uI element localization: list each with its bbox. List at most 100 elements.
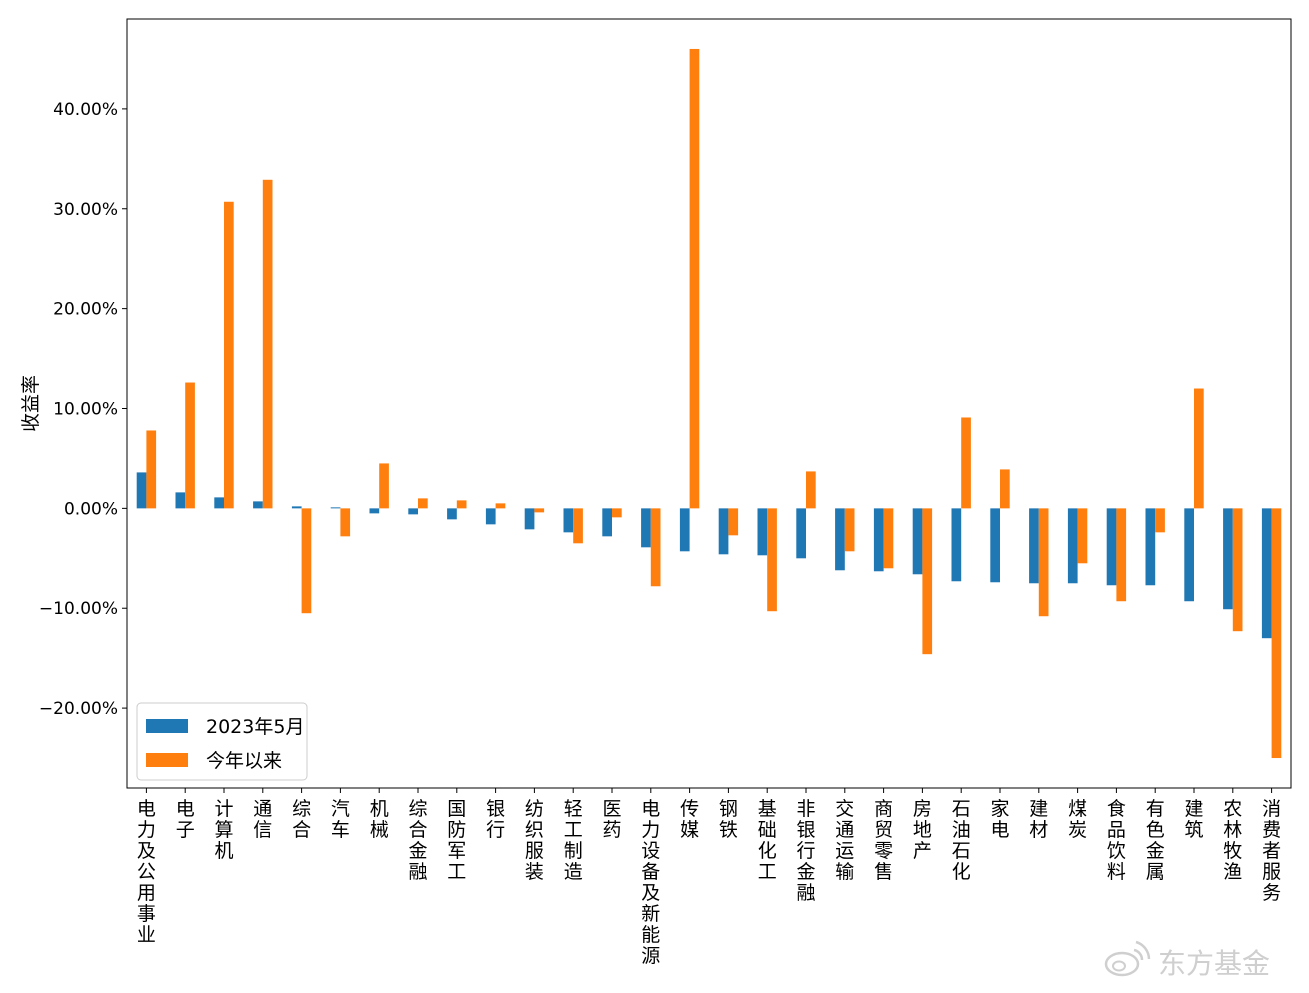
legend-label-ytd: 今年以来 <box>206 750 282 772</box>
bar-series-1-22 <box>990 508 1000 583</box>
bar-series-1-11 <box>563 508 574 533</box>
bar-series-2-21 <box>961 417 971 509</box>
bar-series-1-2 <box>214 497 224 509</box>
bar-series-2-11 <box>573 508 583 544</box>
bar-series-1-24 <box>1067 508 1078 584</box>
bar-series-2-22 <box>1000 469 1010 509</box>
x-tick-label: 纺织服装 <box>525 798 544 883</box>
x-tick-label: 交通运输 <box>835 798 854 883</box>
x-tick-label: 综合金融 <box>408 798 427 883</box>
bar-series-1-1 <box>175 492 186 509</box>
bar-series-1-21 <box>951 508 962 582</box>
bar-series-1-14 <box>679 508 690 552</box>
bar-series-1-13 <box>641 508 651 548</box>
x-tick-label: 食品饮料 <box>1107 798 1126 883</box>
x-tick-label: 建材 <box>1029 798 1048 841</box>
bar-series-2-28 <box>1232 508 1243 632</box>
x-tick-label: 传媒 <box>680 798 699 841</box>
bar-series-1-23 <box>1029 508 1039 584</box>
bar-series-2-20 <box>922 508 933 655</box>
legend-label-2023-may: 2023年5月 <box>206 716 304 738</box>
x-tick-label: 煤炭 <box>1068 798 1087 841</box>
bar-series-2-7 <box>418 498 428 509</box>
bar-series-1-4 <box>291 506 302 509</box>
x-tick-label: 房地产 <box>913 798 932 862</box>
bar-series-2-6 <box>379 463 389 509</box>
x-tick-label: 通信 <box>253 798 272 841</box>
bar-series-2-13 <box>650 508 661 587</box>
x-tick-label: 银行 <box>486 798 505 841</box>
x-tick-label: 建筑 <box>1184 798 1203 841</box>
plot-area-frame <box>126 18 1292 789</box>
bar-series-1-27 <box>1184 508 1194 602</box>
x-tick-label: 汽车 <box>331 798 350 841</box>
bar-series-1-12 <box>602 508 612 537</box>
bar-series-1-3 <box>253 501 263 509</box>
bar-series-1-6 <box>369 508 380 514</box>
x-tick-label: 国防军工 <box>447 798 466 883</box>
watermark: 东方基金 <box>1104 940 1270 980</box>
y-axis: −20.00% −10.00% 0.00% 10.00% 20.00% 30.00% 40.… <box>39 100 127 719</box>
x-tick-label: 有色金属 <box>1146 798 1165 883</box>
x-tick-label: 农林牧渔 <box>1223 798 1242 883</box>
watermark-text: 东方基金 <box>1158 947 1270 980</box>
bar-series-2-1 <box>185 382 195 509</box>
x-tick-label: 计算机 <box>214 798 233 862</box>
bar-series-2-19 <box>883 508 894 569</box>
x-tick-label: 钢铁 <box>719 798 738 841</box>
bars-layer <box>136 48 1282 759</box>
bar-series-2-14 <box>689 48 700 509</box>
bar-series-1-17 <box>796 508 806 559</box>
x-tick-label: 商贸零售 <box>874 798 893 883</box>
x-tick-label: 电子 <box>176 798 195 841</box>
x-tick-label: 电力设备及新能源 <box>641 798 660 967</box>
bar-series-2-3 <box>262 179 273 509</box>
bar-series-2-25 <box>1116 508 1127 602</box>
bar-series-2-5 <box>340 508 351 537</box>
bar-series-1-8 <box>447 508 457 520</box>
bar-series-1-9 <box>485 508 496 525</box>
x-tick-label: 综合 <box>292 798 311 841</box>
bar-series-2-2 <box>224 201 234 509</box>
bar-series-1-0 <box>136 472 147 509</box>
bar-series-2-12 <box>612 508 622 518</box>
bar-series-2-18 <box>844 508 855 552</box>
x-tick-label: 石油石化 <box>952 798 971 883</box>
bar-series-2-16 <box>767 508 777 612</box>
bar-series-1-10 <box>524 508 535 530</box>
bar-series-2-29 <box>1271 508 1282 759</box>
bar-series-2-26 <box>1155 508 1165 533</box>
bar-series-2-27 <box>1194 388 1204 509</box>
y-tick-label: 20.00% <box>53 300 118 320</box>
bar-series-1-28 <box>1223 508 1233 610</box>
bar-series-2-9 <box>495 503 506 509</box>
x-tick-label: 消费者服务 <box>1262 798 1281 904</box>
bar-series-1-20 <box>912 508 923 575</box>
y-tick-label: 30.00% <box>53 200 118 220</box>
bar-series-2-15 <box>728 508 739 536</box>
bar-series-1-19 <box>873 508 884 572</box>
bar-series-1-16 <box>757 508 768 556</box>
legend-swatch-2023-may <box>146 719 188 733</box>
legend: 2023年5月 今年以来 <box>136 702 308 781</box>
y-tick-label: 40.00% <box>53 100 118 120</box>
x-tick-label: 医药 <box>602 798 621 841</box>
bar-series-1-7 <box>408 508 418 515</box>
bar-series-2-17 <box>806 471 816 509</box>
x-tick-label: 非银行金融 <box>796 798 815 904</box>
bar-series-2-10 <box>534 508 545 513</box>
bar-series-2-24 <box>1077 508 1088 564</box>
x-tick-label: 机械 <box>370 798 389 841</box>
weibo-icon <box>1104 940 1151 977</box>
bar-series-1-25 <box>1106 508 1117 586</box>
bar-series-2-4 <box>301 508 312 614</box>
x-tick-label: 家电 <box>990 798 1009 841</box>
x-tick-label: 基础化工 <box>758 798 777 883</box>
y-axis-title: 收益率 <box>20 375 42 432</box>
x-tick-label: 轻工制造 <box>564 798 583 883</box>
x-tick-label: 电力及公用事业 <box>137 798 156 946</box>
bar-series-1-18 <box>835 508 845 571</box>
bar-series-1-26 <box>1145 508 1156 586</box>
